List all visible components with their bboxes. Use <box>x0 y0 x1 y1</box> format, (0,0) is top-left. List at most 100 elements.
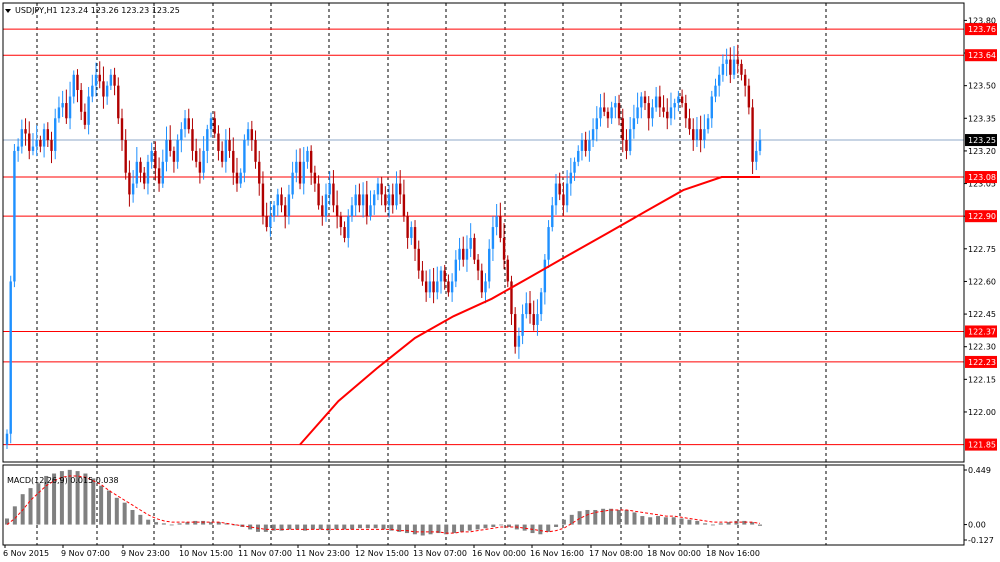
candle-body <box>458 248 461 260</box>
macd-bar <box>491 524 496 527</box>
macd-bar <box>263 524 268 532</box>
candle-body <box>79 90 83 112</box>
price-tick-label: 122.45 <box>968 310 996 319</box>
candle-body <box>384 194 387 206</box>
candle-body <box>591 129 595 141</box>
macd-bar <box>444 524 449 535</box>
macd-bar <box>357 524 362 529</box>
macd-bar <box>279 524 284 531</box>
macd-bar <box>459 524 464 532</box>
candle-body <box>740 63 743 75</box>
candle-body <box>547 227 550 260</box>
candle-body <box>584 140 587 151</box>
macd-bar <box>750 522 755 525</box>
macd-bar <box>608 508 613 525</box>
candle-body <box>436 281 439 293</box>
candle-body <box>117 85 120 119</box>
macd-bar <box>734 520 739 525</box>
macd-bar <box>405 524 410 534</box>
candle-body <box>135 161 139 184</box>
macd-bar <box>310 524 315 530</box>
macd-bar <box>318 524 323 530</box>
macd-bar <box>91 478 96 525</box>
macd-bar <box>59 471 64 525</box>
candle-body <box>398 183 402 195</box>
time-tick-label: 11 Nov 07:00 <box>238 549 292 558</box>
candle-body <box>350 205 354 217</box>
candle-body <box>354 194 357 206</box>
macd-bar <box>216 522 221 525</box>
macd-bar <box>334 524 339 530</box>
candle-body <box>172 150 176 162</box>
price-tick-label: 123.20 <box>968 147 996 156</box>
candle-body <box>617 103 621 119</box>
macd-bar <box>616 509 621 525</box>
level-tag <box>965 325 997 338</box>
candle-body <box>365 194 369 217</box>
candle-body <box>465 248 469 260</box>
candle-body <box>321 205 324 217</box>
candle-body <box>684 103 688 119</box>
candle-body <box>469 237 472 249</box>
candle-body <box>484 281 487 293</box>
macd-bar <box>326 524 331 531</box>
triangle-down-icon[interactable] <box>5 9 11 13</box>
time-tick-label: 13 Nov 07:00 <box>413 549 467 558</box>
level-tag <box>965 210 997 223</box>
candle-body <box>328 183 331 195</box>
candle-body <box>324 194 328 217</box>
candle-body <box>406 216 409 238</box>
macd-bar <box>710 524 715 526</box>
candle-body <box>120 118 124 141</box>
macd-bar <box>538 524 543 535</box>
candle-body <box>161 161 164 184</box>
macd-bar <box>99 485 104 525</box>
candle-body <box>31 146 35 151</box>
candle-body <box>725 59 728 64</box>
candle-body <box>224 140 228 162</box>
candle-body <box>347 216 350 238</box>
macd-bar <box>703 523 708 525</box>
macd-bar <box>342 524 347 530</box>
macd-tick-label: -0.127 <box>968 536 994 545</box>
candle-body <box>276 194 279 206</box>
candle-body <box>9 281 12 434</box>
candle-body <box>306 150 309 162</box>
candle-body <box>673 103 676 108</box>
macd-label: MACD(12,26,9) 0.015 0.038 <box>7 476 119 485</box>
candle-body <box>83 111 87 125</box>
candle-body <box>284 205 287 217</box>
candle-body <box>758 140 762 151</box>
macd-bar <box>169 524 174 526</box>
candle-body <box>699 129 702 141</box>
candle-body <box>146 161 150 184</box>
candle-body <box>61 103 64 108</box>
macd-bar <box>44 475 49 525</box>
macd-bar <box>624 509 629 525</box>
candle-body <box>16 146 20 151</box>
macd-bar <box>428 524 433 535</box>
candle-body <box>42 129 46 147</box>
candle-body <box>751 107 754 162</box>
horizontal-levels <box>3 28 964 446</box>
candle-body <box>747 85 751 108</box>
level-tag <box>965 23 997 36</box>
candle-body <box>499 216 502 238</box>
candle-body <box>50 140 53 151</box>
level-tag-text: 122.23 <box>968 358 996 367</box>
candle-body <box>387 194 391 206</box>
candle-body <box>302 161 305 184</box>
macd-bar <box>436 524 441 534</box>
macd-bar <box>122 502 127 525</box>
candle-body <box>714 85 717 97</box>
candle-body <box>380 183 383 195</box>
macd-bar <box>687 519 692 525</box>
candle-body <box>669 107 673 119</box>
chart-frame <box>2 2 965 546</box>
candle-body <box>220 150 224 162</box>
candle-body <box>565 183 569 206</box>
macd-bar <box>420 524 425 536</box>
candle-body <box>729 59 732 75</box>
macd-bar <box>758 524 762 526</box>
